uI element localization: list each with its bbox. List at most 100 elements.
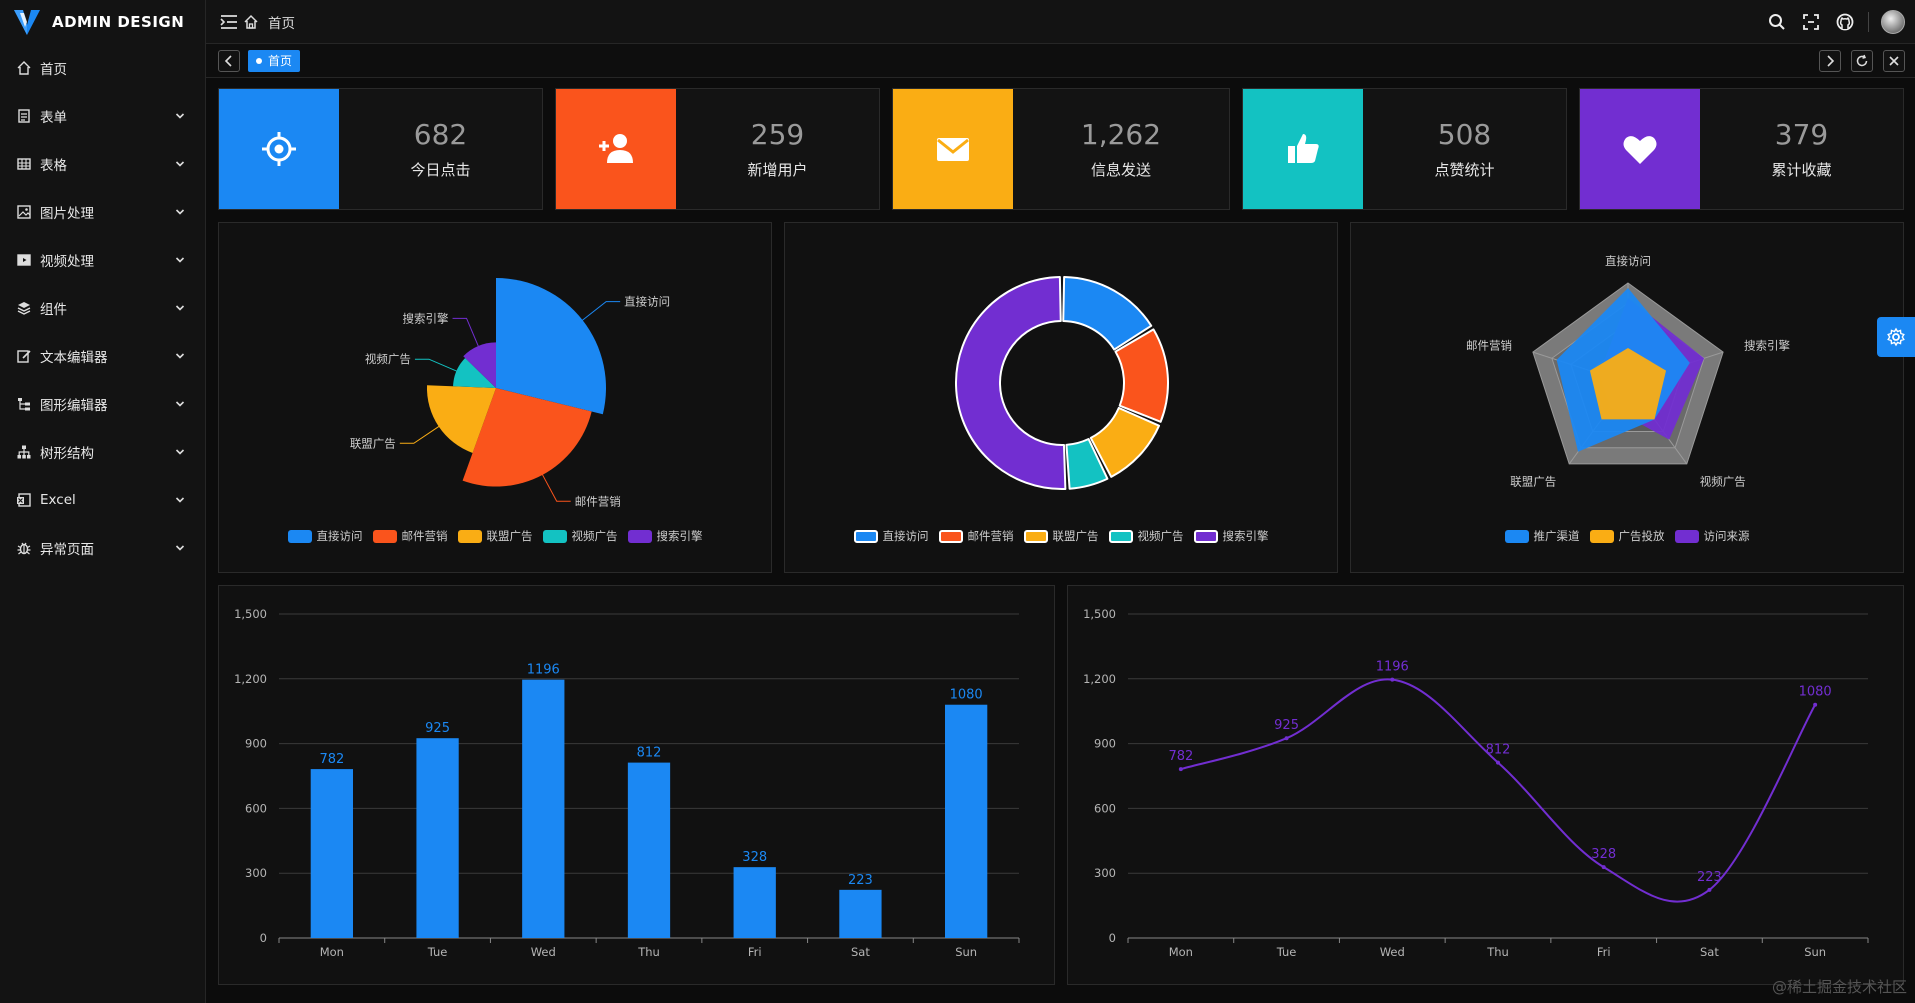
stat-label: 累计收藏 [1771, 161, 1832, 179]
radar-indicator-label: 邮件营销 [1466, 338, 1512, 352]
bar[interactable] [416, 738, 459, 938]
line-point[interactable] [1707, 887, 1712, 892]
donut-slice[interactable] [1062, 276, 1153, 351]
x-tick-label: Mon [1169, 945, 1193, 959]
bar[interactable] [627, 762, 671, 938]
sidebar-item-10[interactable]: 异常页面 [0, 524, 205, 572]
line-point[interactable] [1813, 702, 1818, 707]
sidebar-item-6[interactable]: 文本编辑器 [0, 332, 205, 380]
stat-card-1[interactable]: 259 新增用户 [555, 88, 880, 210]
stat-label: 信息发送 [1090, 161, 1151, 179]
rose-slice[interactable] [426, 385, 496, 453]
legend-item[interactable]: 广告投放 [1589, 528, 1665, 544]
legend-item[interactable]: 邮件营销 [372, 528, 448, 544]
legend-label: 直接访问 [316, 529, 363, 543]
donut-slice[interactable] [1114, 328, 1169, 423]
y-tick-label: 900 [245, 737, 267, 751]
legend-label: 直接访问 [882, 529, 929, 543]
bar[interactable] [733, 867, 776, 938]
donut-slice[interactable] [1065, 438, 1109, 490]
logo-icon [14, 10, 40, 35]
user-avatar[interactable] [1881, 10, 1905, 34]
legend-swatch [457, 529, 482, 543]
legend-item[interactable]: 联盟广告 [457, 528, 533, 544]
bar[interactable] [945, 704, 988, 938]
form-icon [16, 108, 32, 124]
flowchart-icon [16, 396, 32, 412]
line-point[interactable] [1178, 767, 1183, 772]
bar[interactable] [522, 679, 565, 938]
legend-item[interactable]: 访问来源 [1674, 528, 1750, 544]
sidebar-item-label: Excel [40, 492, 76, 508]
sidebar-item-4[interactable]: 视频处理 [0, 236, 205, 284]
sidebar: ADMIN DESIGN 首页表单表格 图片处理 视频处理 组件 文本编辑器 图形编辑器树… [0, 0, 206, 1003]
home-button[interactable] [240, 11, 262, 33]
radar-series-area[interactable] [1589, 348, 1667, 420]
sidebar-item-9[interactable]: Excel [0, 476, 205, 524]
chevron-down-icon [175, 257, 185, 263]
bug-icon [16, 540, 32, 556]
sidebar-item-1[interactable]: 表单 [0, 92, 205, 140]
line-point[interactable] [1496, 760, 1500, 765]
bar-chart-panel: 0 300 600 900 1,200 1,500 Mon Tue Wed Thu Fri Sat Su… [218, 585, 1055, 985]
sidebar-item-3[interactable]: 图片处理 [0, 188, 205, 236]
tabs-scroll-right-button[interactable] [1819, 50, 1841, 72]
line-series[interactable] [1180, 678, 1817, 903]
search-button[interactable] [1766, 11, 1788, 33]
sidebar-item-0[interactable]: 首页 [0, 44, 205, 92]
stat-card-3[interactable]: 508 点赞统计 [1242, 88, 1567, 210]
sidebar-item-label: 表单 [40, 110, 67, 126]
refresh-tab-button[interactable] [1851, 50, 1873, 72]
stat-icon-box [1580, 89, 1700, 209]
donut-slice[interactable] [1089, 406, 1161, 478]
fullscreen-button[interactable] [1800, 11, 1822, 33]
stat-card-4[interactable]: 379 累计收藏 [1579, 88, 1904, 210]
rose-label-line [580, 301, 621, 322]
settings-button[interactable] [1877, 317, 1915, 357]
line-point[interactable] [1390, 677, 1395, 682]
stat-label: 新增用户 [747, 161, 808, 179]
x-tick-label: Wed [1380, 945, 1405, 959]
line-point[interactable] [1284, 736, 1289, 741]
tab-home[interactable]: 首页 [248, 49, 301, 72]
legend-item[interactable]: 视频广告 [1108, 528, 1184, 544]
sidebar-item-7[interactable]: 图形编辑器 [0, 380, 205, 428]
legend-item[interactable]: 直接访问 [287, 528, 363, 544]
stat-value: 259 [750, 118, 805, 151]
stat-card-0[interactable]: 682 今日点击 [218, 88, 543, 210]
bar[interactable] [310, 769, 353, 938]
bar[interactable] [839, 889, 882, 938]
breadcrumb[interactable]: 首页 [268, 15, 295, 32]
rose-slice[interactable] [496, 278, 606, 415]
stat-card-2[interactable]: 1,262 信息发送 [892, 88, 1230, 210]
logo-text: ADMIN DESIGN [52, 13, 185, 31]
tabs-scroll-left-button[interactable] [218, 49, 240, 72]
legend-item[interactable]: 推广渠道 [1504, 528, 1580, 544]
rose-slice[interactable] [453, 358, 496, 388]
legend-item[interactable]: 搜索引擎 [1193, 528, 1269, 544]
y-tick-label: 1,200 [1083, 672, 1116, 686]
donut-slice[interactable] [954, 276, 1067, 490]
stat-text: 682 今日点击 [339, 89, 542, 209]
legend-item[interactable]: 联盟广告 [1023, 528, 1099, 544]
line-value-label: 812 [1486, 743, 1511, 758]
rose-slice-label: 联盟广告 [350, 436, 396, 450]
sidebar-item-5[interactable]: 组件 [0, 284, 205, 332]
github-link[interactable] [1834, 11, 1856, 33]
sidebar-item-2[interactable]: 表格 [0, 140, 205, 188]
close-tab-button[interactable] [1883, 50, 1905, 72]
rose-slice[interactable] [462, 388, 592, 487]
sidebar-item-label: 首页 [40, 62, 67, 78]
legend-item[interactable]: 邮件营销 [938, 528, 1014, 544]
legend-item[interactable]: 视频广告 [542, 528, 618, 544]
collapse-menu-button[interactable] [218, 11, 240, 33]
rose-slice[interactable] [463, 342, 496, 388]
legend-swatch [938, 529, 963, 543]
app-logo[interactable]: ADMIN DESIGN [0, 0, 205, 44]
sidebar-item-8[interactable]: 树形结构 [0, 428, 205, 476]
bar-chart: 0 300 600 900 1,200 1,500 Mon Tue Wed Thu Fri Sat Su… [234, 607, 1020, 959]
line-point[interactable] [1601, 865, 1606, 870]
target-icon [262, 132, 296, 166]
legend-item[interactable]: 搜索引擎 [627, 528, 703, 544]
legend-item[interactable]: 直接访问 [853, 528, 929, 544]
